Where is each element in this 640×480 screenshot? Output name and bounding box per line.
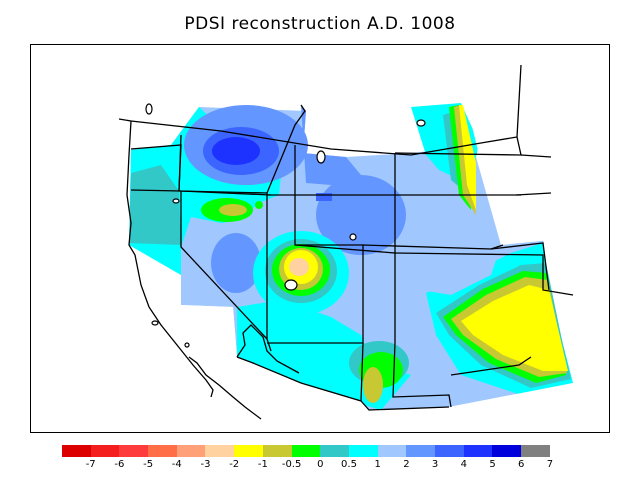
- california-nevada-border: [180, 191, 272, 352]
- colorbar-tick-label: 7: [546, 459, 554, 470]
- colorbar-tick-label: 0.5: [341, 459, 357, 470]
- boundaries: [118, 64, 574, 420]
- colorbar-tick-label: 3: [431, 459, 439, 470]
- blue-patch-nevada: [211, 233, 261, 293]
- colorbar-tick-label: 1: [374, 459, 381, 470]
- colorbar-tick-label: -3: [200, 459, 211, 470]
- blue-patch-utah: [301, 105, 361, 185]
- teal-region-coast: [129, 165, 181, 245]
- peach-core-utah: [289, 258, 309, 276]
- idaho-border: [178, 104, 306, 194]
- blue-east-inland: [391, 245, 501, 295]
- colorbar-swatch: [434, 445, 464, 457]
- colorbar-swatch: [148, 445, 177, 457]
- colorbar-swatch: [291, 445, 321, 457]
- lake-tahoe: [172, 198, 180, 204]
- yellow-east-region: [461, 285, 568, 371]
- map-panel: [30, 44, 610, 433]
- colorbar-swatch: [492, 445, 521, 457]
- pdsi-colorbar: [62, 445, 550, 457]
- colorbar-tick-label: -4: [171, 459, 182, 470]
- colorbar-swatch: [463, 445, 493, 457]
- arizona-newmexico-border: [360, 342, 364, 402]
- island-vancouver: [145, 103, 153, 115]
- blue-core-inner: [212, 137, 260, 165]
- colorbar-swatch: [119, 445, 149, 457]
- colorbar-tick-label: -1: [257, 459, 268, 470]
- yellowstone-lake: [349, 233, 357, 241]
- great-salt-lake: [284, 279, 298, 291]
- baja-coastline: [188, 356, 262, 420]
- newmexico-texas-border: [392, 253, 452, 408]
- pdsi-map: [31, 45, 609, 432]
- colorbar-swatch: [521, 445, 550, 457]
- map-title: PDSI reconstruction A.D. 1008: [184, 14, 456, 34]
- colorbar-swatch: [377, 445, 407, 457]
- water-features: [145, 103, 426, 348]
- colorbar-swatch: [348, 445, 378, 457]
- olive-patch-idaho: [219, 204, 247, 216]
- mexico-border: [236, 356, 450, 411]
- olive-south-patch: [363, 367, 383, 403]
- colorbar-swatch: [320, 445, 349, 457]
- colorbar-tick-label: -7: [85, 459, 96, 470]
- colorbar-tick-label: 4: [460, 459, 467, 470]
- west-coastline: [126, 120, 214, 398]
- flathead-lake: [316, 150, 326, 164]
- colorbar-tick-label: 5: [489, 459, 496, 470]
- colorbar-tick-label: 2: [403, 459, 410, 470]
- montana-wyoming-border: [294, 145, 396, 196]
- colorbar-tick-label: -6: [114, 459, 125, 470]
- colorbar-tick-label: 6: [518, 459, 525, 470]
- colorbar-tick-label: 0: [317, 459, 324, 470]
- oklahoma-border: [394, 252, 574, 296]
- colorbar-swatch: [62, 445, 91, 457]
- mask-mexico: [37, 357, 609, 432]
- texas-border: [450, 356, 532, 376]
- white-gap-north: [467, 100, 551, 245]
- lake-sakakawea: [416, 119, 426, 127]
- colorbar-swatch: [90, 445, 120, 457]
- colorbar-tick-label: -0.5: [281, 459, 302, 470]
- colorbar-swatch: [406, 445, 435, 457]
- great-lakes-hint: [515, 154, 552, 196]
- colorbar-swatch: [234, 445, 263, 457]
- canada-border-west: [118, 118, 132, 122]
- colorbar-swatch: [205, 445, 235, 457]
- colorbar-swatch: [262, 445, 292, 457]
- utah-border: [267, 194, 364, 344]
- mask-california-coast: [31, 45, 206, 432]
- green-az-patch: [255, 201, 263, 209]
- colorbar-swatch: [176, 445, 206, 457]
- colorbar-tick-label: -2: [229, 459, 240, 470]
- pdsi-colorbar-labels: -7 -6 -5 -4 -3 -2 -1 -0.5 0 0.5 1 2 3 4 5 6 7: [62, 459, 578, 473]
- kansas-border: [490, 242, 550, 291]
- yellow-north-strip: [459, 105, 476, 210]
- gulf-coastline: [236, 324, 300, 374]
- channel-islands: [151, 320, 159, 326]
- colorbar-tick-label: -5: [143, 459, 154, 470]
- blue-small-mark: [316, 193, 332, 201]
- sea-of-cortez-islands: [184, 342, 190, 348]
